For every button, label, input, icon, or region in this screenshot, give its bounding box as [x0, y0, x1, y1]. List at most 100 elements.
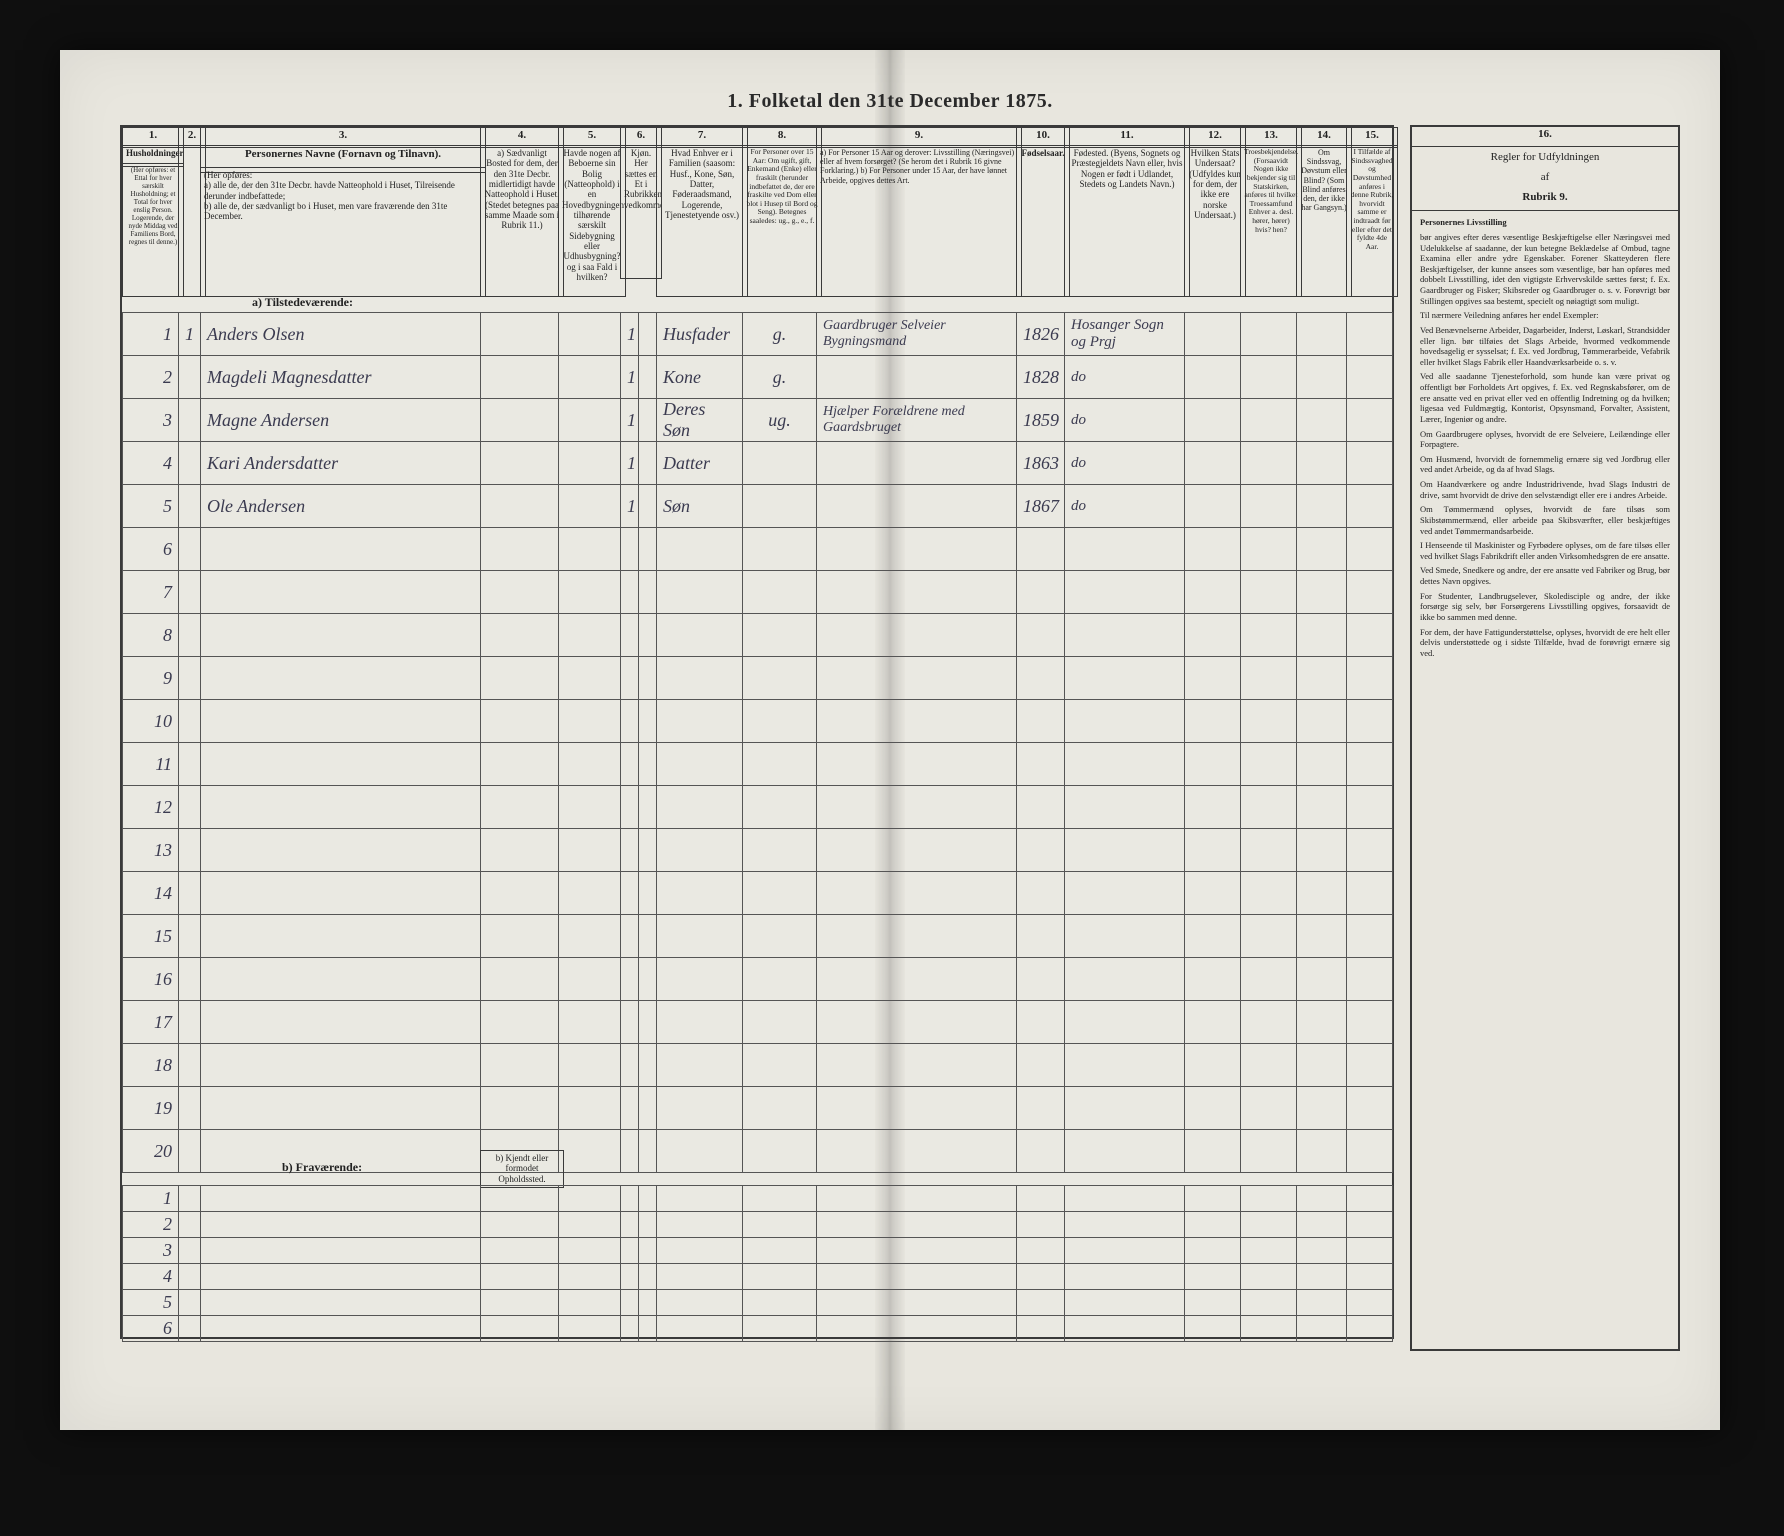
- cell-13: [1241, 1212, 1297, 1238]
- cell-13: [1241, 313, 1297, 356]
- cell-10: 1828: [1017, 356, 1065, 399]
- cell-6a: [621, 743, 639, 786]
- cell-11: Hosanger Sogn og Prgj: [1065, 313, 1185, 356]
- cell-10: [1017, 528, 1065, 571]
- cell-7: [657, 700, 743, 743]
- table-row: 11: [123, 743, 1393, 786]
- cell-14: [1297, 1316, 1347, 1342]
- cell-5: [559, 1290, 621, 1316]
- cell-13: [1241, 442, 1297, 485]
- cell-6a: [621, 1130, 639, 1173]
- cell-7: [657, 829, 743, 872]
- cell-12: [1185, 356, 1241, 399]
- cell-11: [1065, 1238, 1185, 1264]
- cell-8: [743, 657, 817, 700]
- cell-12: [1185, 1044, 1241, 1087]
- cell-14: [1297, 485, 1347, 528]
- side-p4: Ved alle saadanne Tjenesteforhold, som h…: [1420, 371, 1670, 424]
- table-row: 18: [123, 1044, 1393, 1087]
- cell-name: [201, 1186, 481, 1212]
- cell-14: [1297, 657, 1347, 700]
- cell-name: Magne Andersen: [201, 399, 481, 442]
- cell-10: [1017, 1001, 1065, 1044]
- cell-9: [817, 700, 1017, 743]
- cell-4: [481, 915, 559, 958]
- cell-12: [1185, 1212, 1241, 1238]
- side-p5: Om Gaardbrugere oplyses, hvorvidt de ere…: [1420, 429, 1670, 450]
- cell-13: [1241, 829, 1297, 872]
- table-row: 2: [123, 1212, 1393, 1238]
- cell-14: [1297, 872, 1347, 915]
- cell-8: [743, 442, 817, 485]
- cell-6a: [621, 1044, 639, 1087]
- row-num: 10: [123, 700, 179, 743]
- cell-hh: [179, 1290, 201, 1316]
- cell-14: [1297, 1264, 1347, 1290]
- cell-14: [1297, 1044, 1347, 1087]
- cell-6a: [621, 1290, 639, 1316]
- cell-6a: 1: [621, 356, 639, 399]
- cell-6a: [621, 700, 639, 743]
- page: 1. Folketal den 31te December 1875. 1.2.…: [60, 50, 1720, 1430]
- cell-hh: [179, 872, 201, 915]
- cell-9: [817, 657, 1017, 700]
- cell-8: [743, 1238, 817, 1264]
- cell-6a: [621, 829, 639, 872]
- cell-6a: [621, 528, 639, 571]
- row-num: 14: [123, 872, 179, 915]
- side-p3: Ved Benævnelserne Arbeider, Dagarbeider,…: [1420, 325, 1670, 368]
- cell-11: do: [1065, 399, 1185, 442]
- cell-6b: [639, 915, 657, 958]
- cell-4: [481, 313, 559, 356]
- cell-name: [201, 1238, 481, 1264]
- col-header-c7: Hvad Enhver er i Familien (saasom: Husf.…: [656, 145, 748, 297]
- cell-11: [1065, 1316, 1185, 1342]
- page-title: 1. Folketal den 31te December 1875.: [60, 90, 1720, 113]
- cell-10: [1017, 872, 1065, 915]
- cell-10: [1017, 1264, 1065, 1290]
- cell-7: Husfader: [657, 313, 743, 356]
- cell-name: [201, 1316, 481, 1342]
- table-row: 17: [123, 1001, 1393, 1044]
- cell-15: [1347, 1264, 1393, 1290]
- side-head: Personernes Livsstilling: [1420, 217, 1670, 228]
- col-header-c13: Troesbekjendelse. (Forsaavidt Nogen ikke…: [1240, 145, 1302, 297]
- cell-12: [1185, 614, 1241, 657]
- cell-12: [1185, 1290, 1241, 1316]
- cell-11: [1065, 743, 1185, 786]
- cell-15: [1347, 786, 1393, 829]
- cell-5: [559, 1212, 621, 1238]
- cell-6a: [621, 915, 639, 958]
- cell-hh: [179, 657, 201, 700]
- table-row: 10: [123, 700, 1393, 743]
- cell-6b: [639, 829, 657, 872]
- cell-7: [657, 786, 743, 829]
- row-num: 11: [123, 743, 179, 786]
- row-num: 5: [123, 1290, 179, 1316]
- cell-name: [201, 614, 481, 657]
- cell-10: [1017, 700, 1065, 743]
- cell-name: [201, 1290, 481, 1316]
- cell-6a: [621, 571, 639, 614]
- cell-14: [1297, 614, 1347, 657]
- cell-hh: [179, 786, 201, 829]
- cell-13: [1241, 1290, 1297, 1316]
- col-header-3b: (Her opføres: a) alle de, der den 31te D…: [200, 167, 486, 297]
- cell-6b: [639, 1316, 657, 1342]
- cell-9: [817, 786, 1017, 829]
- cell-9: [817, 1186, 1017, 1212]
- cell-name: [201, 786, 481, 829]
- cell-8: [743, 915, 817, 958]
- cell-6b: [639, 571, 657, 614]
- cell-14: [1297, 958, 1347, 1001]
- cell-5: [559, 571, 621, 614]
- side-p10: Ved Smede, Snedkere og andre, der ere an…: [1420, 565, 1670, 586]
- cell-hh: [179, 700, 201, 743]
- table-row: 12: [123, 786, 1393, 829]
- row-num: 9: [123, 657, 179, 700]
- cell-8: [743, 1087, 817, 1130]
- cell-12: [1185, 313, 1241, 356]
- col-header-c15: I Tilfælde af Sindssvaghed og Døvstumhed…: [1346, 145, 1398, 297]
- cell-6a: [621, 872, 639, 915]
- cell-6b: [639, 743, 657, 786]
